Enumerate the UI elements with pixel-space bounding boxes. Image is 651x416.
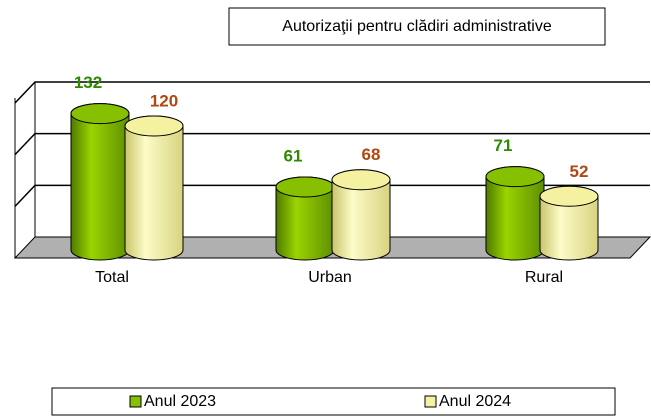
title-box (228, 7, 606, 46)
legend-label: Anul 2023 (144, 393, 216, 410)
x-tick-label: Rural (525, 269, 563, 286)
legend-swatch (129, 395, 142, 408)
bar-top (485, 166, 545, 188)
grid-line (14, 184, 650, 207)
bar (124, 115, 184, 261)
bar-top (539, 185, 599, 207)
legend (51, 387, 616, 416)
grid-line (14, 132, 650, 156)
x-tick-label: Urban (308, 269, 352, 286)
bar-top (275, 176, 335, 198)
value-label: 120 (150, 91, 178, 110)
legend-label: Anul 2024 (439, 393, 511, 410)
value-label: 52 (570, 162, 589, 181)
grid-line (14, 81, 650, 104)
bar (70, 103, 130, 261)
chart-title: Autorizaţii pentru clădiri administrativ… (282, 18, 552, 35)
bar-top (331, 169, 391, 191)
value-label: 61 (284, 146, 303, 165)
bar-top (70, 103, 130, 125)
value-label: 132 (74, 73, 102, 92)
x-tick-label: Total (95, 269, 129, 286)
legend-swatch (424, 395, 437, 408)
value-label: 68 (362, 145, 381, 164)
bar-top (124, 115, 184, 137)
value-label: 71 (494, 136, 513, 155)
